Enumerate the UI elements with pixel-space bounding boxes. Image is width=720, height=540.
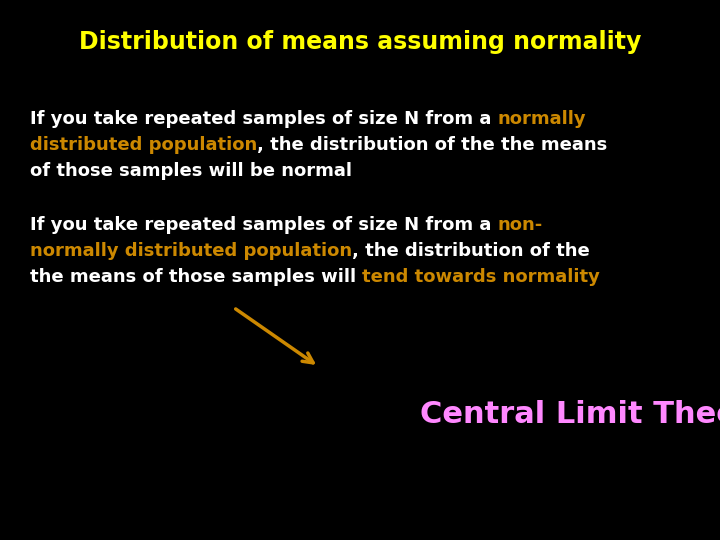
- Text: the means of those samples will: the means of those samples will: [30, 268, 362, 286]
- Text: normally distributed population: normally distributed population: [30, 242, 352, 260]
- Text: normally: normally: [498, 110, 586, 128]
- Text: tend towards normality: tend towards normality: [362, 268, 600, 286]
- Text: , the distribution of the: , the distribution of the: [352, 242, 590, 260]
- Text: non-: non-: [498, 216, 543, 234]
- Text: distributed population: distributed population: [30, 136, 257, 154]
- Text: Distribution of means assuming normality: Distribution of means assuming normality: [78, 30, 642, 54]
- Text: , the distribution of the the means: , the distribution of the the means: [257, 136, 608, 154]
- Text: If you take repeated samples of size N from a: If you take repeated samples of size N f…: [30, 216, 498, 234]
- Text: of those samples will be normal: of those samples will be normal: [30, 162, 352, 180]
- Text: Central Limit Theorem: Central Limit Theorem: [420, 400, 720, 429]
- Text: If you take repeated samples of size N from a: If you take repeated samples of size N f…: [30, 110, 498, 128]
